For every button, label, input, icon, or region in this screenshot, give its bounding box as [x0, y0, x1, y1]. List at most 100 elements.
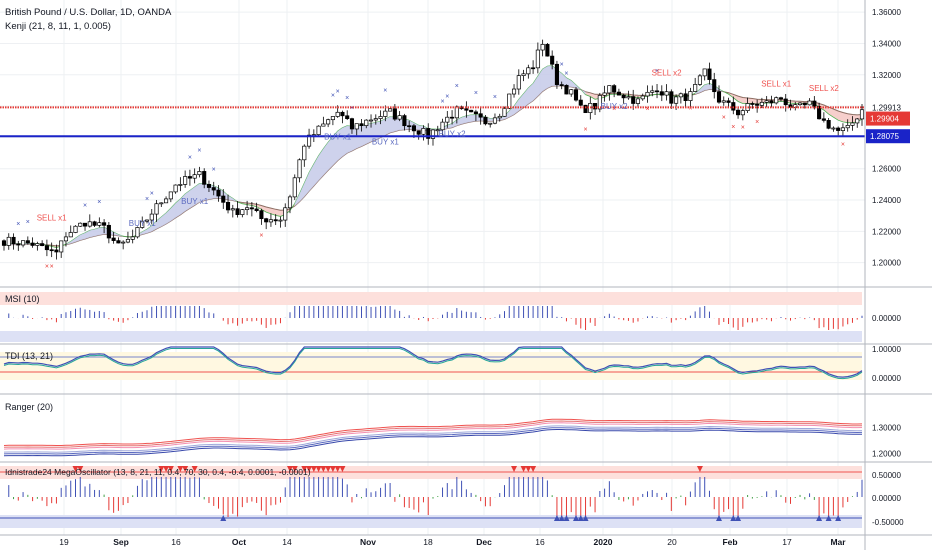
msi-pane[interactable]	[0, 292, 863, 342]
candle[interactable]	[349, 117, 355, 134]
candle[interactable]	[359, 119, 364, 132]
candle[interactable]	[44, 239, 49, 257]
candle[interactable]	[268, 213, 273, 227]
candle[interactable]	[273, 214, 278, 226]
candle[interactable]	[245, 200, 250, 216]
candle[interactable]	[59, 240, 64, 258]
candle[interactable]	[307, 128, 312, 149]
candle[interactable]	[225, 194, 231, 214]
candle[interactable]	[321, 116, 326, 127]
buy-signal-label[interactable]: BUY x2	[601, 102, 629, 111]
candle[interactable]	[111, 231, 116, 244]
sell-signal-label[interactable]: SELL x2	[809, 84, 839, 93]
candle[interactable]	[654, 84, 660, 99]
candle[interactable]	[192, 168, 197, 184]
candle[interactable]	[173, 184, 178, 194]
buy-signal-label[interactable]: BUY x2	[439, 130, 467, 139]
candle[interactable]	[302, 144, 307, 167]
candle[interactable]	[859, 103, 865, 126]
candle[interactable]	[716, 85, 722, 104]
candle[interactable]	[836, 126, 841, 136]
candle[interactable]	[68, 225, 73, 238]
candle[interactable]	[492, 113, 498, 125]
candle[interactable]	[616, 88, 621, 96]
candle[interactable]	[21, 240, 26, 248]
candle[interactable]	[550, 50, 555, 70]
candle[interactable]	[464, 101, 469, 118]
candle[interactable]	[11, 233, 16, 250]
candle[interactable]	[445, 111, 450, 128]
candle[interactable]	[511, 84, 517, 98]
candle[interactable]	[316, 125, 321, 138]
candle[interactable]	[521, 69, 526, 82]
candle[interactable]	[516, 69, 521, 95]
candle[interactable]	[831, 126, 836, 132]
candle[interactable]	[731, 96, 736, 115]
candle[interactable]	[25, 236, 30, 245]
candle[interactable]	[583, 104, 588, 114]
buy-signal-label[interactable]: BUY x1	[181, 197, 209, 206]
candle[interactable]	[116, 237, 121, 244]
candle[interactable]	[211, 181, 216, 196]
candle[interactable]	[430, 129, 436, 146]
candle[interactable]	[364, 119, 369, 129]
candle[interactable]	[54, 244, 59, 260]
price-axis[interactable]: 1.36000 1.34000 1.32000 1.26000 1.24000 1.220…	[872, 8, 904, 527]
candle[interactable]	[807, 98, 812, 106]
sell-signal-label[interactable]: SELL x1	[37, 213, 67, 222]
candle[interactable]	[297, 158, 302, 183]
candle[interactable]	[855, 117, 860, 128]
candle[interactable]	[726, 97, 731, 107]
candle[interactable]	[845, 119, 850, 132]
candle[interactable]	[144, 219, 150, 224]
candle[interactable]	[130, 229, 135, 244]
candle[interactable]	[564, 84, 569, 95]
candle[interactable]	[750, 101, 755, 109]
candle[interactable]	[40, 240, 45, 247]
candle[interactable]	[259, 208, 264, 225]
buy-signal-label[interactable]: BUY x1	[324, 133, 352, 142]
candle[interactable]	[812, 96, 817, 110]
candle[interactable]	[778, 96, 784, 102]
candle[interactable]	[102, 219, 107, 234]
candle[interactable]	[697, 74, 702, 86]
candle[interactable]	[640, 93, 645, 101]
candle[interactable]	[478, 106, 483, 125]
candle[interactable]	[30, 237, 35, 248]
candle[interactable]	[330, 116, 335, 126]
candle[interactable]	[106, 222, 111, 244]
candle[interactable]	[545, 43, 550, 57]
candle[interactable]	[740, 108, 745, 121]
candle[interactable]	[154, 199, 159, 222]
candle[interactable]	[35, 241, 40, 251]
candle[interactable]	[607, 85, 612, 101]
candle[interactable]	[721, 96, 726, 106]
candle[interactable]	[49, 242, 54, 258]
candle[interactable]	[6, 233, 11, 250]
candle[interactable]	[797, 102, 803, 106]
candle[interactable]	[755, 99, 760, 113]
candle[interactable]	[635, 96, 641, 108]
sell-signal-label[interactable]: SELL x2	[652, 69, 682, 78]
candle[interactable]	[621, 93, 626, 104]
candle[interactable]	[507, 93, 512, 110]
candle[interactable]	[345, 110, 350, 121]
candle[interactable]	[368, 114, 374, 128]
candle[interactable]	[712, 72, 717, 99]
candle[interactable]	[230, 204, 235, 218]
candle[interactable]	[850, 116, 855, 131]
candle[interactable]	[416, 130, 421, 140]
candle[interactable]	[392, 103, 397, 121]
ranger-pane[interactable]	[3, 418, 863, 457]
candle[interactable]	[221, 189, 226, 209]
candle[interactable]	[16, 240, 21, 251]
candle[interactable]	[559, 81, 564, 90]
candle[interactable]	[168, 191, 173, 203]
candle[interactable]	[426, 123, 431, 145]
candle[interactable]	[63, 232, 69, 247]
candle[interactable]	[87, 214, 92, 228]
candle[interactable]	[736, 107, 741, 119]
time-axis[interactable]: 19 Sep 16 Oct 14 Nov 18 Dec 16 2020 20 Feb 17 Mar	[59, 537, 846, 547]
candle[interactable]	[540, 39, 545, 57]
